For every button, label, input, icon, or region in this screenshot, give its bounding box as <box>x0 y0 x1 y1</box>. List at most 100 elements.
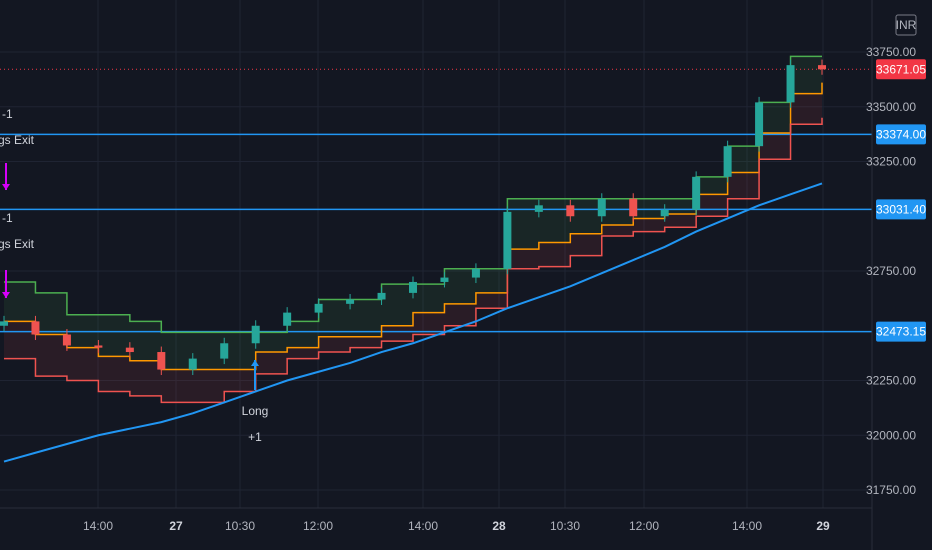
last-price-label: 33671.05 <box>876 62 926 76</box>
candle-body <box>346 299 355 304</box>
grid <box>0 0 872 508</box>
candle-body <box>409 281 417 293</box>
candle-body <box>125 347 134 353</box>
candle-body <box>723 146 732 177</box>
candle <box>377 287 386 305</box>
currency-badge[interactable] <box>895 14 917 36</box>
candle <box>94 339 103 354</box>
candle-body <box>0 321 8 326</box>
long-arrow-icon-head <box>251 360 259 366</box>
candle <box>629 193 638 222</box>
candle <box>440 272 449 288</box>
level-price-label: 33374.00 <box>876 127 926 141</box>
candle <box>534 199 543 218</box>
time-tick-label: 14:00 <box>732 519 762 533</box>
candle <box>220 337 229 365</box>
candle-body <box>755 102 764 147</box>
time-tick-label: 10:30 <box>550 519 580 533</box>
time-tick-label: 14:00 <box>408 519 438 533</box>
candle <box>503 206 512 275</box>
candle <box>188 353 197 376</box>
candle-body <box>692 176 701 210</box>
candle-body <box>94 345 103 348</box>
level-price-tag[interactable] <box>876 321 926 342</box>
price-tick-label: 32000.00 <box>866 428 916 442</box>
exit-signal-qty: -1 <box>2 211 13 225</box>
candle <box>818 59 826 75</box>
currency-badge-label: INR <box>896 18 917 32</box>
candle <box>471 263 480 284</box>
exit-signal-label: gs Exit <box>0 237 35 251</box>
long-signal-label: Long <box>242 404 269 418</box>
candle-body <box>377 292 386 300</box>
exit-arrow-icon-head <box>2 184 10 190</box>
level-price-tag[interactable] <box>876 124 926 145</box>
candle <box>62 329 71 351</box>
candle <box>314 298 323 319</box>
horizontal-levels[interactable]: 33374.00 33031.40 32473.15 33671.05 <box>0 59 926 342</box>
candle-body <box>503 211 512 269</box>
candle-body <box>471 268 480 278</box>
time-tick-label: 12:00 <box>629 519 659 533</box>
exit-arrow-icon <box>2 163 10 190</box>
signals <box>2 163 259 390</box>
price-tick-label: 33750.00 <box>866 45 916 59</box>
candle <box>409 276 417 299</box>
level-price-label: 33031.40 <box>876 202 926 216</box>
candle <box>755 96 764 152</box>
last-price-tag[interactable] <box>876 59 926 80</box>
candle-body <box>818 65 826 70</box>
exit-signal-label: gs Exit <box>0 133 35 147</box>
time-tick-label: 14:00 <box>83 519 113 533</box>
candle <box>346 293 355 310</box>
candle <box>283 307 292 332</box>
candle <box>0 315 8 332</box>
time-axis[interactable]: 14:00 27 10:30 12:00 14:00 28 10:30 12:00 14:00 2… <box>83 519 830 533</box>
long-arrow-icon <box>251 360 259 390</box>
candle <box>786 59 795 108</box>
candle-body <box>629 198 638 217</box>
candle <box>660 204 669 222</box>
moving-average-line <box>3 182 823 463</box>
candle <box>566 199 575 222</box>
candle <box>723 140 732 183</box>
price-tick-label: 32750.00 <box>866 264 916 278</box>
candle-body <box>534 205 543 212</box>
price-tick-label: 33250.00 <box>866 155 916 169</box>
time-tick-label: 12:00 <box>303 519 333 533</box>
exit-arrow-icon <box>2 270 10 298</box>
time-tick-label: 28 <box>492 519 506 533</box>
candle <box>157 346 166 376</box>
candles <box>0 59 826 376</box>
time-tick-label: 10:30 <box>225 519 255 533</box>
candle <box>597 193 606 222</box>
lower-band-line <box>4 117 823 404</box>
candle-body <box>597 198 606 217</box>
long-signal-qty: +1 <box>248 430 262 444</box>
level-price-tag[interactable] <box>876 199 926 220</box>
candle <box>125 342 134 358</box>
level-price-label: 32473.15 <box>876 325 926 339</box>
candle <box>31 315 40 340</box>
time-tick-label: 27 <box>169 519 183 533</box>
candle-body <box>440 277 449 282</box>
candle-body <box>251 325 260 344</box>
price-tick-label: 32250.00 <box>866 374 916 388</box>
exit-arrow-icon-head <box>2 292 10 298</box>
candle <box>692 171 701 216</box>
price-tick-label: 33500.00 <box>866 100 916 114</box>
candle-body <box>283 312 292 326</box>
candle <box>251 320 260 349</box>
upper-band-line <box>4 55 822 334</box>
time-tick-label: 29 <box>816 519 830 533</box>
price-axis[interactable]: 33750.00 33500.00 33250.00 32750.00 32250.00… <box>866 45 916 497</box>
candle-body <box>314 303 323 313</box>
candle-body <box>157 352 166 370</box>
candle-body <box>660 209 669 217</box>
price-tick-label: 31750.00 <box>866 483 916 497</box>
candle-body <box>220 343 229 359</box>
candle-body <box>188 358 197 370</box>
candle-body <box>62 334 71 346</box>
